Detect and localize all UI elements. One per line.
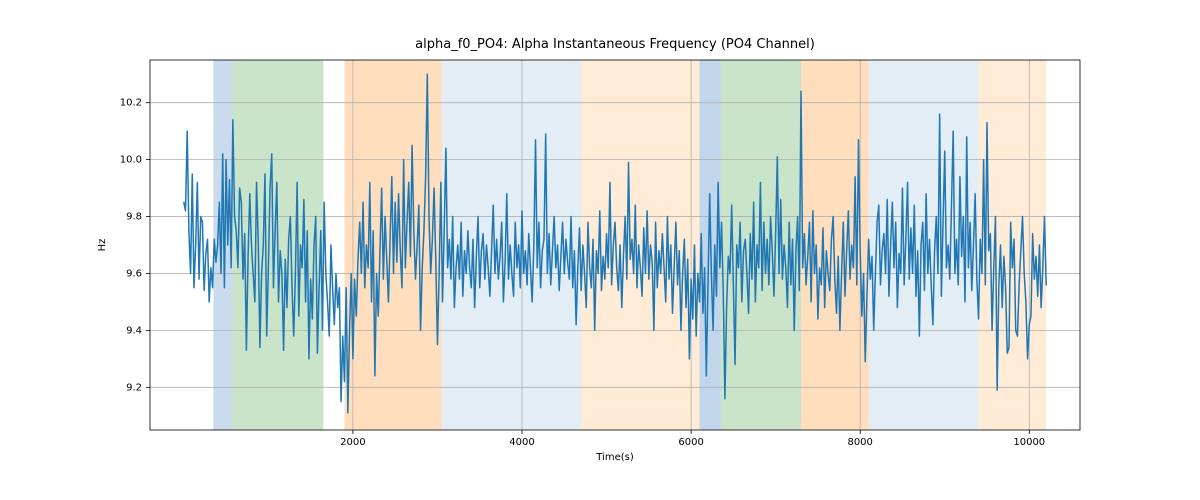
x-tick-label: 4000: [509, 437, 534, 448]
y-tick-label: 10.2: [120, 98, 142, 109]
chart-title: alpha_f0_PO4: Alpha Instantaneous Freque…: [415, 37, 815, 52]
y-tick-label: 9.6: [126, 268, 142, 279]
x-tick-label: 8000: [847, 437, 872, 448]
x-axis-label: Time(s): [595, 452, 634, 463]
y-tick-label: 10.0: [120, 155, 142, 166]
background-span: [801, 60, 869, 430]
y-axis-label: Hz: [97, 239, 108, 252]
y-tick-label: 9.4: [126, 325, 142, 336]
x-tick-label: 10000: [1013, 437, 1045, 448]
x-tick-label: 6000: [678, 437, 703, 448]
background-span: [442, 60, 582, 430]
y-tick-label: 9.2: [126, 382, 142, 393]
chart-svg: 2000 4000 6000 8000 10000 9.2 9.4 9.6 9.8 10.0 10.…: [0, 0, 1200, 500]
y-tick-label: 9.8: [126, 212, 142, 223]
figure-container: 2000 4000 6000 8000 10000 9.2 9.4 9.6 9.8 10.0 10.…: [0, 0, 1200, 500]
x-tick-label: 2000: [340, 437, 365, 448]
